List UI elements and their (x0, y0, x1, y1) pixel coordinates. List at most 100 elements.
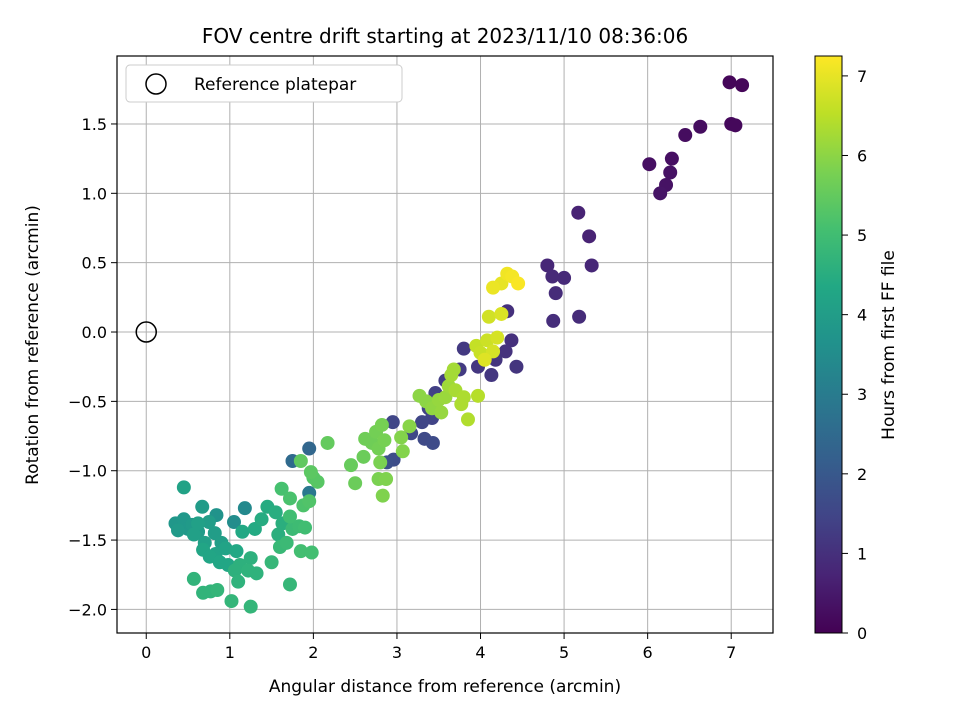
data-point (584, 258, 599, 273)
data-point (504, 333, 519, 348)
y-tick-label: 0.5 (82, 254, 107, 273)
data-point (282, 577, 297, 592)
data-point (282, 509, 297, 524)
data-point (572, 309, 587, 324)
data-point (298, 520, 313, 535)
data-point (395, 444, 410, 459)
data-point (471, 388, 486, 403)
data-point (664, 151, 679, 166)
data-point (375, 488, 390, 503)
data-point (663, 165, 678, 180)
data-point (176, 480, 191, 495)
chart-title: FOV centre drift starting at 2023/11/10 … (202, 24, 688, 48)
data-point (557, 270, 572, 285)
data-point (254, 512, 269, 527)
data-point (302, 441, 317, 456)
colorbar-tick-label: 6 (857, 146, 867, 165)
x-tick-label: 3 (392, 643, 402, 662)
data-point (394, 430, 409, 445)
data-point (186, 571, 201, 586)
data-point (425, 435, 440, 450)
plot-frame (116, 55, 774, 634)
colorbar-tick-label: 4 (857, 306, 867, 325)
x-axis-ticks: 0 1 2 3 4 5 6 7 (141, 633, 736, 662)
data-point (249, 566, 264, 581)
data-point (356, 449, 371, 464)
colorbar-tick-label: 5 (857, 226, 867, 245)
data-point (415, 415, 430, 430)
data-point (243, 599, 258, 614)
colorbar-tick-label: 3 (857, 385, 867, 404)
data-point (171, 523, 186, 538)
data-point (304, 545, 319, 560)
x-tick-label: 2 (308, 643, 318, 662)
data-point (226, 515, 241, 530)
data-point (235, 524, 250, 539)
y-axis-ticks: −2.0 −1.5 −1.0 −0.5 0.0 0.5 1.0 1.5 (68, 115, 117, 619)
data-point (722, 75, 737, 90)
data-point (274, 481, 289, 496)
colorbar-label: Hours from first FF file (879, 250, 899, 440)
data-point (224, 594, 239, 609)
data-point (571, 205, 586, 220)
y-tick-label: −2.0 (68, 600, 107, 619)
colorbar-ticks: 0 1 2 3 4 5 6 7 (842, 67, 867, 643)
colorbar: 0 1 2 3 4 5 6 7 Hours from first FF file (814, 55, 899, 643)
data-point (511, 276, 526, 291)
data-point (373, 455, 388, 470)
x-tick-label: 7 (726, 643, 736, 662)
x-tick-label: 5 (559, 643, 569, 662)
data-point (642, 157, 657, 172)
x-tick-label: 4 (475, 643, 485, 662)
data-point (540, 258, 555, 273)
data-point (303, 465, 318, 480)
colorbar-tick-label: 2 (857, 465, 867, 484)
data-point (377, 433, 392, 448)
data-point (210, 583, 225, 598)
legend-box (125, 64, 403, 103)
reference-platepar-marker (135, 321, 157, 343)
y-tick-label: 1.0 (82, 184, 107, 203)
data-point (456, 390, 471, 405)
data-point (678, 128, 693, 143)
data-point (229, 544, 244, 559)
x-axis-label: Angular distance from reference (arcmin) (269, 677, 621, 697)
grid-lines (117, 56, 773, 633)
data-point (446, 362, 461, 377)
data-point (484, 368, 499, 383)
data-point (548, 286, 563, 301)
data-point (402, 419, 417, 434)
colorbar-gradient (814, 55, 843, 634)
colorbar-tick-label: 7 (857, 67, 867, 86)
colorbar-tick-label: 0 (857, 624, 867, 643)
data-point (186, 527, 201, 542)
data-point (477, 352, 492, 367)
x-tick-label: 0 (141, 643, 151, 662)
data-point (509, 359, 524, 374)
data-point (490, 330, 505, 345)
data-point (735, 78, 750, 93)
legend-entry-reference-platepar: Reference platepar (194, 75, 356, 95)
data-point (343, 458, 358, 473)
data-point (268, 505, 283, 520)
data-point (195, 499, 210, 514)
data-point (279, 535, 294, 550)
data-point (231, 574, 246, 589)
data-point (293, 544, 308, 559)
data-point (374, 417, 389, 432)
data-point (434, 405, 449, 420)
data-point (460, 412, 475, 427)
data-point (438, 390, 453, 405)
data-point (498, 344, 513, 359)
colorbar-tick-label: 1 (857, 544, 867, 563)
y-tick-label: 0.0 (82, 323, 107, 342)
data-point (494, 306, 509, 321)
data-point (293, 454, 308, 469)
data-point (486, 280, 501, 295)
data-point (582, 229, 597, 244)
data-point (218, 541, 233, 556)
x-tick-label: 6 (643, 643, 653, 662)
data-point (456, 341, 471, 356)
data-point (237, 501, 252, 516)
